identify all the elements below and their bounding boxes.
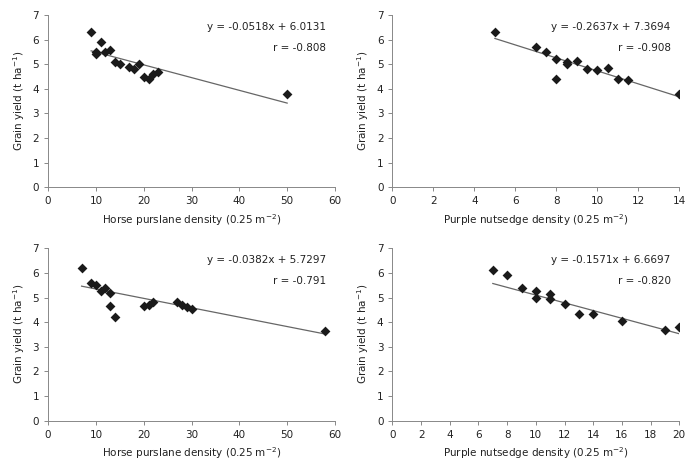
X-axis label: Horse purslane density (0.25 m$^{-2}$): Horse purslane density (0.25 m$^{-2}$): [102, 445, 281, 461]
Point: [559, 300, 570, 307]
Point: [143, 76, 154, 83]
Point: [674, 323, 685, 331]
Point: [181, 303, 192, 311]
Point: [128, 66, 139, 73]
Point: [100, 284, 111, 292]
Text: y = -0.0518x + 6.0131: y = -0.0518x + 6.0131: [207, 22, 326, 32]
Point: [86, 28, 97, 36]
Point: [530, 287, 542, 295]
Point: [572, 57, 583, 64]
Point: [544, 290, 556, 298]
Text: r = -0.908: r = -0.908: [618, 42, 671, 53]
Point: [100, 48, 111, 56]
Text: y = -0.2637x + 7.3694: y = -0.2637x + 7.3694: [551, 22, 671, 32]
Point: [105, 46, 116, 53]
Y-axis label: Grain yield (t ha$^{-1}$): Grain yield (t ha$^{-1}$): [11, 51, 27, 151]
Point: [186, 305, 197, 312]
Point: [616, 317, 627, 325]
Point: [551, 56, 562, 63]
Point: [133, 60, 144, 68]
Point: [320, 327, 331, 335]
Point: [109, 313, 121, 321]
Point: [544, 295, 556, 303]
Point: [114, 60, 125, 68]
Point: [592, 67, 603, 74]
Point: [659, 326, 671, 333]
Point: [143, 301, 154, 309]
Text: y = -0.0382x + 5.7297: y = -0.0382x + 5.7297: [207, 255, 326, 265]
Point: [502, 271, 513, 279]
Text: r = -0.820: r = -0.820: [618, 276, 671, 286]
Point: [124, 63, 135, 70]
Point: [138, 303, 149, 310]
X-axis label: Purple nutsedge density (0.25 m$^{-2}$): Purple nutsedge density (0.25 m$^{-2}$): [443, 212, 629, 228]
Point: [95, 38, 106, 46]
Point: [91, 281, 102, 289]
Text: y = -0.1571x + 6.6697: y = -0.1571x + 6.6697: [551, 255, 671, 265]
Point: [487, 267, 498, 274]
Y-axis label: Grain yield (t ha$^{-1}$): Grain yield (t ha$^{-1}$): [11, 284, 27, 385]
Point: [516, 284, 527, 292]
Point: [530, 294, 542, 301]
X-axis label: Horse purslane density (0.25 m$^{-2}$): Horse purslane density (0.25 m$^{-2}$): [102, 212, 281, 228]
Point: [109, 58, 121, 66]
Point: [95, 287, 106, 295]
Point: [540, 48, 551, 56]
Point: [588, 310, 599, 317]
Point: [622, 76, 634, 84]
Y-axis label: Grain yield (t ha$^{-1}$): Grain yield (t ha$^{-1}$): [355, 284, 372, 385]
Text: r = -0.791: r = -0.791: [273, 276, 326, 286]
Point: [282, 90, 293, 98]
Point: [561, 60, 572, 68]
Point: [551, 76, 562, 83]
Point: [76, 264, 87, 272]
Point: [105, 289, 116, 296]
Point: [530, 43, 542, 51]
Point: [148, 299, 159, 306]
Point: [674, 90, 685, 98]
X-axis label: Purple nutsedge density (0.25 m$^{-2}$): Purple nutsedge density (0.25 m$^{-2}$): [443, 445, 629, 461]
Point: [171, 299, 183, 306]
Text: r = -0.808: r = -0.808: [273, 42, 326, 53]
Y-axis label: Grain yield (t ha$^{-1}$): Grain yield (t ha$^{-1}$): [355, 51, 372, 151]
Point: [581, 66, 592, 73]
Point: [612, 76, 623, 83]
Point: [574, 310, 585, 317]
Point: [86, 279, 97, 287]
Point: [176, 301, 187, 309]
Point: [153, 68, 164, 76]
Point: [148, 70, 159, 78]
Point: [91, 51, 102, 58]
Point: [105, 303, 116, 310]
Point: [489, 28, 500, 36]
Point: [602, 64, 613, 72]
Point: [91, 48, 102, 56]
Point: [561, 58, 572, 66]
Point: [138, 73, 149, 80]
